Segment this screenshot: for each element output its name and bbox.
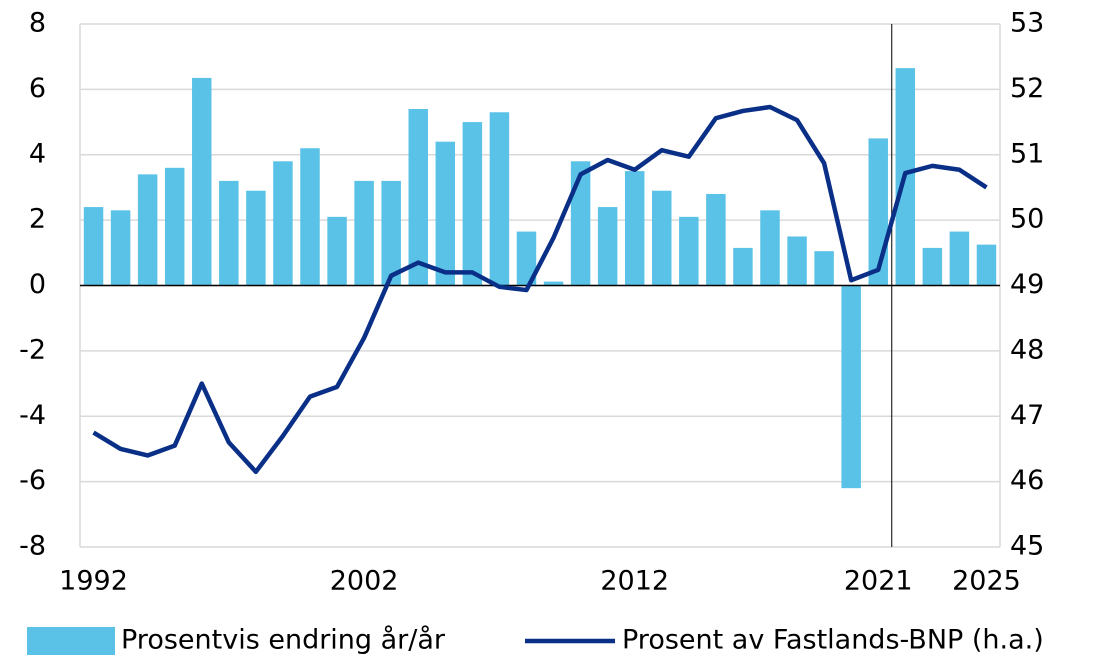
y2-tick-label: 45 (1010, 531, 1044, 562)
bar (949, 231, 970, 286)
x-tick-label: 2021 (844, 566, 913, 597)
bar (354, 180, 374, 286)
y2-tick-label: 49 (1010, 269, 1044, 300)
bar (164, 167, 185, 286)
bar (543, 281, 564, 286)
y-tick-label: 8 (29, 8, 46, 39)
legend-swatch (27, 627, 115, 655)
bar (841, 285, 861, 489)
y2-tick-label: 53 (1010, 8, 1044, 39)
y2-tick-label: 47 (1010, 400, 1044, 431)
bar (327, 216, 347, 286)
y2-tick-label: 48 (1010, 334, 1044, 365)
bar (137, 174, 158, 286)
bar (489, 112, 510, 286)
bar (273, 161, 293, 286)
bar (760, 210, 780, 286)
bar (192, 77, 212, 286)
x-tick-label: 2025 (952, 566, 1021, 597)
y-tick-label: -6 (19, 465, 46, 496)
legend-label: Prosentvis endring år/år (121, 625, 446, 656)
legend-label: Prosent av Fastlands-BNP (h.a.) (622, 625, 1044, 656)
bar (814, 251, 834, 286)
bar (246, 190, 266, 286)
bar (110, 210, 131, 286)
bar (733, 247, 753, 286)
y2-tick-label: 50 (1010, 204, 1044, 235)
x-tick-label: 1992 (59, 566, 128, 597)
y-tick-label: -2 (19, 334, 46, 365)
bar (516, 231, 537, 286)
bar (976, 244, 997, 286)
y-tick-label: 2 (29, 204, 46, 235)
bar (300, 148, 320, 286)
bar (624, 171, 645, 286)
x-tick-label: 2002 (330, 566, 399, 597)
y-tick-label: -4 (19, 400, 46, 431)
bar (435, 141, 456, 286)
y-tick-label: 4 (29, 138, 46, 169)
bar (597, 207, 618, 286)
y2-tick-label: 51 (1010, 138, 1044, 169)
y2-tick-label: 46 (1010, 465, 1044, 496)
bar (652, 190, 672, 286)
bar (706, 193, 726, 286)
bar (408, 108, 428, 286)
bar (462, 122, 483, 286)
y-tick-label: -8 (19, 531, 46, 562)
y2-tick-label: 52 (1010, 73, 1044, 104)
bar (922, 247, 943, 286)
bar (570, 161, 591, 286)
x-tick-label: 2012 (600, 566, 669, 597)
line (92, 104, 988, 475)
bar (787, 236, 807, 286)
y-tick-label: 6 (29, 73, 46, 104)
bar (679, 216, 699, 286)
bar (83, 207, 104, 286)
bar (219, 180, 239, 286)
y-tick-label: 0 (29, 269, 46, 300)
bar (381, 180, 401, 286)
